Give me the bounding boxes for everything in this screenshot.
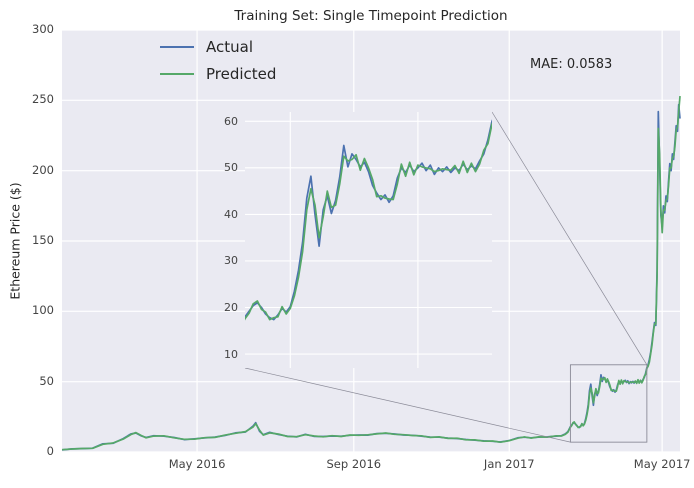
- inset-y-tick-label: 50: [224, 161, 238, 175]
- mae-annotation: MAE: 0.0583: [530, 57, 613, 72]
- chart-title: Training Set: Single Timepoint Predictio…: [234, 8, 508, 24]
- y-tick-label: 50: [39, 373, 54, 388]
- x-tick-label: Sep 2016: [326, 457, 382, 471]
- inset-y-tick-label: 20: [224, 300, 238, 314]
- inset-y-tick-label: 10: [224, 347, 238, 361]
- zoom-region-box: [569, 364, 648, 443]
- zoom-connector-upper: [491, 111, 648, 365]
- legend-label-actual: Actual: [206, 37, 253, 56]
- legend-item-actual: Actual: [160, 33, 276, 60]
- legend-item-predicted: Predicted: [160, 60, 276, 87]
- y-tick-label: 150: [32, 233, 54, 247]
- x-tick-label: Jan 2017: [483, 457, 535, 471]
- y-tick-label: 100: [32, 303, 54, 318]
- y-tick-label: 300: [32, 22, 54, 36]
- inset-y-tick-label: 60: [224, 114, 238, 128]
- predicted-line-swatch: [160, 72, 194, 75]
- y-tick-label: 0: [46, 444, 54, 458]
- legend-label-predicted: Predicted: [206, 64, 277, 83]
- actual-line-swatch: [160, 45, 194, 48]
- inset-plot-background: [245, 112, 492, 368]
- x-tick-label: May 2016: [168, 457, 226, 471]
- y-tick-label: 250: [32, 92, 54, 107]
- inset-predicted-line: [245, 122, 492, 321]
- legend: Actual Predicted: [160, 33, 276, 87]
- zoom-connector-lower: [244, 367, 571, 443]
- inset-y-tick-label: 40: [224, 207, 238, 221]
- inset-y-tick-label: 30: [224, 254, 238, 268]
- x-tick-label: May 2017: [633, 457, 691, 471]
- y-tick-label: 200: [32, 162, 54, 177]
- predicted-line: [61, 96, 681, 451]
- inset-actual-line: [245, 119, 492, 321]
